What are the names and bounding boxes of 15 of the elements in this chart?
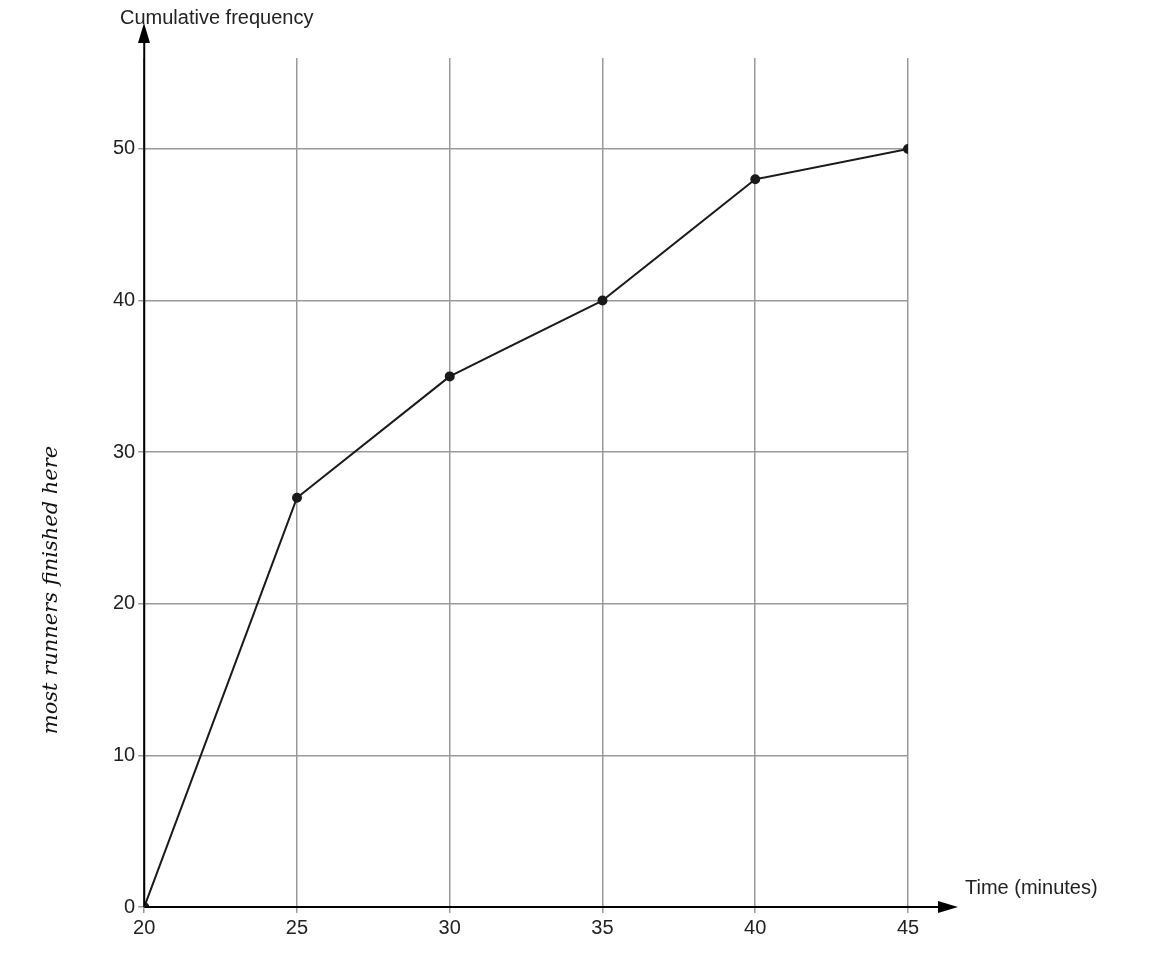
y-tick-label: 0 <box>124 894 136 917</box>
x-tick-label: 30 <box>438 915 461 938</box>
x-tick-label: 35 <box>591 915 614 938</box>
text: most runners finished here <box>38 445 62 735</box>
y-tick-label: 30 <box>113 439 136 462</box>
x-tick-label: 40 <box>744 915 767 938</box>
y-tick-label: 10 <box>113 742 136 765</box>
x-tick-label: 20 <box>133 915 156 938</box>
x-tick-label: 25 <box>285 915 309 938</box>
y-tick-label: 50 <box>113 136 136 159</box>
y-tick-label: 20 <box>113 591 136 614</box>
y-axis-title: Cumulative frequency <box>120 6 314 29</box>
x-tick-label: 45 <box>896 915 920 938</box>
y-tick-label: 40 <box>113 288 136 311</box>
x-axis-title: Time (minutes) <box>965 876 1098 899</box>
